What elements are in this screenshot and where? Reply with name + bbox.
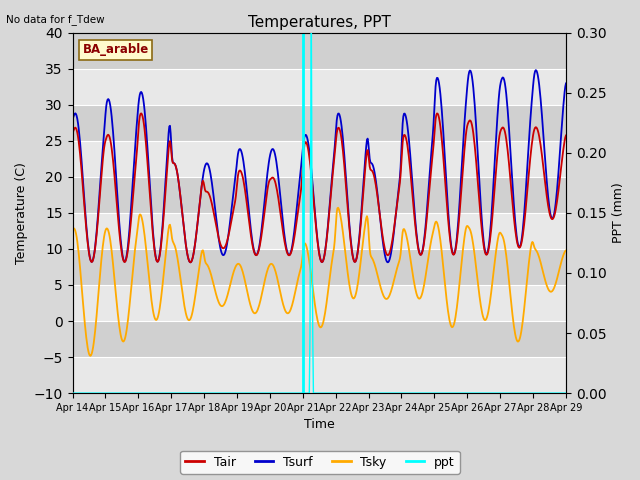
Bar: [72, 285, 566, 321]
Bar: [72, 69, 566, 105]
Y-axis label: Temperature (C): Temperature (C): [15, 162, 28, 264]
Bar: [72, 321, 566, 357]
Title: Temperatures, PPT: Temperatures, PPT: [248, 15, 390, 30]
Y-axis label: PPT (mm): PPT (mm): [612, 182, 625, 243]
X-axis label: Time: Time: [304, 419, 335, 432]
Bar: [72, 249, 566, 285]
Text: BA_arable: BA_arable: [83, 43, 148, 56]
Bar: [72, 33, 566, 69]
Bar: [72, 141, 566, 177]
Bar: [72, 177, 566, 213]
Legend: Tair, Tsurf, Tsky, ppt: Tair, Tsurf, Tsky, ppt: [180, 451, 460, 474]
Bar: [72, 213, 566, 249]
Text: No data for f_Tdew: No data for f_Tdew: [6, 14, 105, 25]
Bar: [72, 357, 566, 393]
Bar: [72, 105, 566, 141]
